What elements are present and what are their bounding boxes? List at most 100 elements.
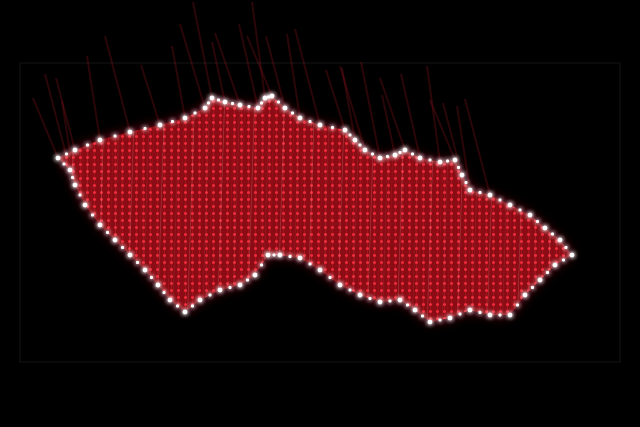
border-light [447,315,453,321]
border-light [530,285,535,290]
border-light [412,307,418,313]
border-light [217,287,223,293]
border-light [62,162,66,166]
border-light [420,314,425,318]
border-light [67,167,73,173]
light-streak [206,96,216,322]
border-light [545,270,550,275]
border-light [105,230,110,235]
border-light [237,102,243,108]
border-light [282,105,288,111]
border-light [113,134,117,138]
border-light [564,245,568,250]
border-light [487,192,493,198]
border-light [64,152,69,156]
border-light [288,254,292,259]
light-streak [426,65,441,163]
border-light [402,147,408,153]
light-streak [171,96,181,322]
border-light [135,260,140,265]
border-light [157,122,163,128]
border-light [308,262,312,266]
border-light [317,122,323,128]
border-light [55,155,61,161]
light-streak [214,32,241,106]
light-streak [381,94,396,156]
border-light [561,258,566,262]
border-lights [55,93,575,325]
light-streak [429,99,456,161]
border-light [297,255,303,261]
border-light [127,129,133,135]
border-light [362,147,368,153]
light-streak [400,73,421,159]
border-light [352,137,358,143]
light-streak [325,69,346,131]
border-light [498,313,502,317]
border-light [216,98,221,102]
border-light [417,155,423,161]
border-light [72,182,78,188]
light-streak [186,96,196,322]
border-light [438,318,442,322]
border-light [202,105,208,111]
border-light [277,252,283,258]
border-light [209,95,215,101]
border-light [85,143,90,147]
border-light [398,150,402,155]
light-streak [251,1,266,99]
border-light [90,213,95,217]
border-light [82,202,88,208]
light-streak [196,96,206,322]
border-light [515,303,520,307]
border-light [478,310,482,315]
border-light [276,100,281,104]
light-streak [176,96,186,322]
border-light [78,193,82,197]
border-light [143,126,147,131]
border-light [377,299,383,305]
light-streak [86,55,101,141]
light-streak [191,96,201,322]
light-streak [442,102,463,176]
border-light [142,267,148,273]
border-light [182,115,188,121]
border-light [206,101,211,105]
border-light [255,105,261,111]
light-streak [379,77,406,151]
light-streak [246,35,273,97]
border-light [337,282,343,288]
light-streak [339,65,366,151]
border-light [259,101,264,105]
border-light [368,296,372,301]
border-light [458,312,462,316]
light-streak [179,23,206,109]
border-light [70,175,75,180]
border-light [162,290,166,295]
border-light [464,180,468,185]
border-light [97,222,103,228]
light-streak [161,96,171,322]
border-light [388,299,392,303]
border-light [197,297,203,303]
border-light [266,95,271,99]
border-light [222,99,228,105]
border-light [535,219,540,224]
border-light [445,159,450,163]
border-light [97,137,103,143]
border-light [182,309,188,315]
frame [19,62,621,363]
light-streak [140,64,161,126]
border-light [170,119,175,124]
light-streak [360,61,381,159]
light-streak [294,28,321,126]
border-light [155,282,161,288]
border-light [308,119,312,124]
border-light [467,187,473,193]
border-light [297,115,303,121]
light-streak [286,33,301,119]
border-light [317,267,323,273]
border-light [193,111,197,115]
light-streak [166,96,176,322]
border-light [427,319,433,325]
